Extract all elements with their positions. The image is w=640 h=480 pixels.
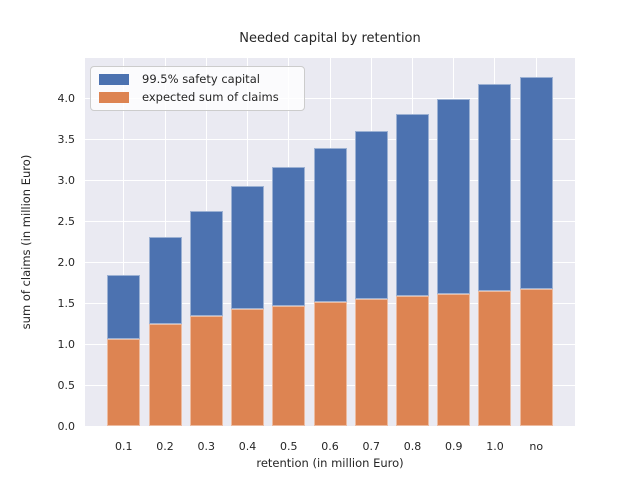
bar-segment-expected-claims [395, 295, 429, 426]
bar-segment-expected-claims [313, 301, 347, 426]
legend-item-expected-claims: expected sum of claims [99, 91, 304, 104]
y-tick-label: 3.5 [57, 133, 76, 147]
x-tick-label: 0.7 [362, 440, 380, 453]
x-tick-label: 0.9 [444, 440, 463, 453]
y-tick-label: 1.5 [57, 296, 76, 310]
bar-segment-safety-capital [231, 186, 264, 310]
x-tick-label: 0.2 [156, 440, 174, 453]
bar-segment-safety-capital [519, 76, 553, 290]
bar-segment-safety-capital [107, 274, 141, 340]
bar-segment-safety-capital [478, 84, 512, 292]
legend-label-expected-claims: expected sum of claims [142, 90, 279, 104]
x-tick-label: 0.3 [197, 440, 216, 453]
legend-swatch-safety-capital-icon [99, 74, 129, 85]
bar-segment-safety-capital [437, 98, 471, 294]
bar-segment-expected-claims [189, 315, 223, 426]
x-tick-label: 0.4 [238, 440, 257, 453]
bar-segment-expected-claims [148, 323, 182, 426]
bar-segment-expected-claims [231, 309, 264, 426]
gridline-h [85, 425, 575, 427]
y-tick-label: 1.0 [57, 337, 76, 351]
bar-segment-safety-capital [395, 113, 429, 296]
bar-segment-expected-claims [437, 293, 471, 426]
bar-segment-expected-claims [272, 305, 306, 426]
y-tick-label: 3.0 [57, 174, 76, 188]
y-tick-label: 0.5 [57, 378, 76, 392]
bar-segment-expected-claims [478, 291, 512, 426]
bar-segment-safety-capital [148, 237, 182, 324]
x-tick-label: 1.0 [486, 440, 504, 453]
y-tick-label: 2.5 [57, 215, 76, 229]
y-tick-label: 4.0 [57, 92, 76, 106]
x-axis-label: retention (in million Euro) [256, 456, 404, 470]
legend-swatch-expected-claims-icon [99, 92, 129, 103]
bar-segment-safety-capital [272, 166, 306, 306]
chart-title: Needed capital by retention [239, 31, 421, 46]
legend-item-safety-capital: 99.5% safety capital [99, 73, 304, 86]
x-tick-label: 0.6 [321, 440, 339, 453]
bar-segment-safety-capital [189, 210, 223, 316]
gridline-v [123, 58, 125, 426]
plot-area: 99.5% safety capital expected sum of cla… [85, 58, 575, 427]
bar-segment-expected-claims [519, 289, 553, 426]
legend: 99.5% safety capital expected sum of cla… [90, 66, 305, 111]
x-tick-label: 0.1 [115, 440, 133, 453]
bar-segment-expected-claims [354, 299, 388, 426]
y-tick-label: 2.0 [57, 255, 76, 269]
bar-segment-expected-claims [107, 339, 141, 426]
x-tick-label: no [529, 440, 544, 453]
x-tick-label: 0.8 [403, 440, 422, 453]
x-tick-label: 0.5 [280, 440, 298, 453]
bar-segment-safety-capital [354, 130, 388, 300]
bar-segment-safety-capital [313, 147, 347, 302]
legend-label-safety-capital: 99.5% safety capital [142, 72, 260, 86]
y-tick-label: 0.0 [57, 419, 76, 433]
